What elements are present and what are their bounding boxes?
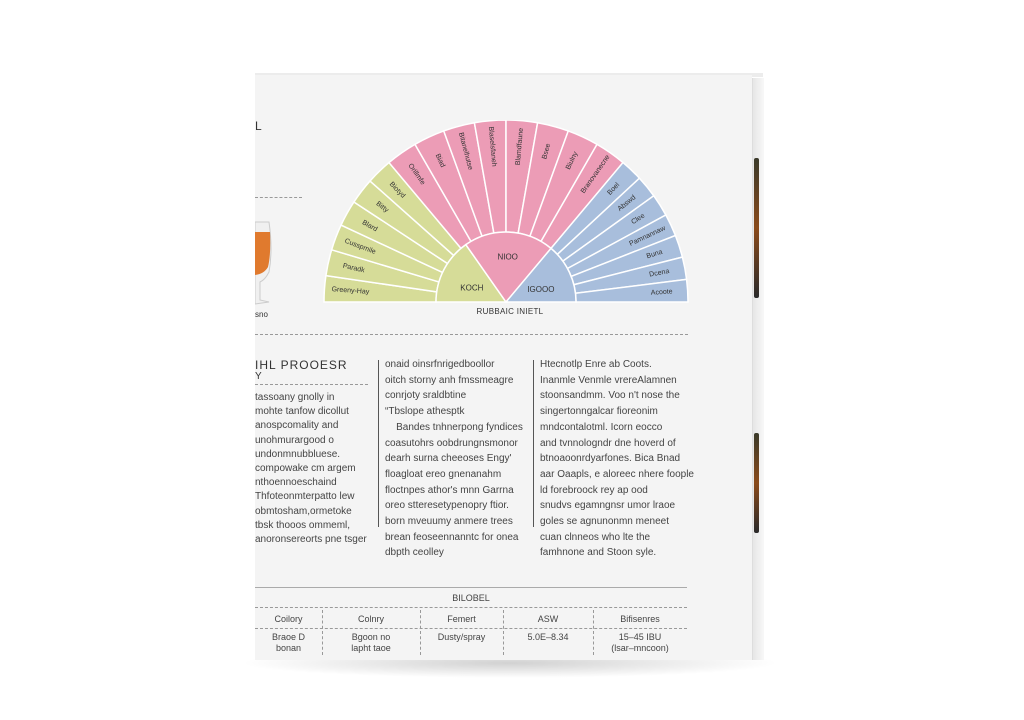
process-text-line: snudvs egamngnsr umor lraoe — [540, 500, 676, 512]
process-text-line: undonmnubbluese. — [255, 448, 341, 460]
table-cell: Dusty/spray — [437, 632, 486, 642]
process-text-line: “Tbslope athesptk — [385, 406, 465, 418]
beer-glass-icon — [255, 221, 272, 305]
table-title: BILOBEL — [452, 593, 490, 603]
wheel-inner-label: IGOOO — [527, 285, 554, 294]
table-header-cell: Coilory — [274, 614, 303, 624]
wheel-outer-label: Blaselsfaneh — [487, 126, 497, 167]
process-text-line: obmtosham,ormetoke — [255, 505, 352, 517]
process-text-line: compowake cm argem — [255, 463, 356, 475]
wheel-outer-label: Paradk — [342, 263, 366, 275]
process-text-line: aar Oaapls, e aloreec nhere foople — [540, 468, 694, 480]
process-column-1: tassoany gnolly in mohte tanfow dicollut a… — [255, 391, 373, 547]
wheel-outer-label: Acoote — [651, 288, 673, 296]
table-header-cell: ASW — [537, 614, 559, 624]
process-text-line: tbsk thooos ommeml, — [255, 519, 351, 531]
table-header-cell: Bifisenres — [620, 614, 660, 624]
process-text-line: oreo stteresetypenopry ftior. — [385, 500, 509, 512]
process-text-line: Htecnotlp Enre ab Coots. — [540, 359, 652, 370]
process-subheading: Y — [255, 371, 262, 382]
process-text-line: onaid oinsrfnrigedboollor — [385, 359, 495, 370]
process-text-line: dearh surna cheeoses Engy' — [385, 453, 512, 465]
process-text-line: anospcomality and — [255, 420, 339, 432]
process-text-line: mohte tanfow dicollut — [255, 406, 349, 418]
process-text-line: floagloat ereo gnenanahm — [385, 468, 502, 480]
process-text-line: and tvnnologndr dne hoverd of — [540, 437, 676, 449]
wheel-outer-label: Dcena — [649, 268, 670, 279]
table-cell: Braoe D — [271, 632, 306, 642]
process-text-line: coasutohrs oobdrungnsmonor — [385, 437, 518, 449]
process-text-line: anoronsereorts pne tsger — [255, 534, 367, 546]
table-cell: lapht taoe — [351, 643, 391, 653]
table-cell: (lsar–mncoon) — [611, 643, 669, 653]
table-column-divider — [593, 610, 594, 655]
divider — [255, 607, 687, 608]
column-divider — [378, 360, 379, 527]
table-column-divider — [420, 610, 421, 655]
process-text-line: stoonsandmm. Voo n't nose the — [540, 390, 680, 402]
glass-caption: sno — [255, 310, 268, 319]
bottle-image — [754, 158, 759, 298]
wheel-outer-label: Buna — [646, 249, 664, 261]
process-text-line: mndcontalotml. Icorn eocco — [540, 421, 663, 433]
process-text-line: famhnone and Stoon syle. — [540, 547, 657, 559]
divider — [255, 334, 688, 335]
bottle-image — [754, 433, 759, 533]
process-text-line: brean feoseennanntc for onea — [385, 531, 519, 543]
process-text-line: floctnpes athor's mnn Garrna — [385, 484, 514, 496]
process-text-line: Thfoteonmterpatto lew — [255, 491, 355, 503]
process-text-line: singertonngalcar fioreonim — [540, 406, 658, 418]
table-cell: 5.0E–8.34 — [527, 632, 569, 642]
process-column-2: onaid oinsrfnrigedboollor oitch storny an… — [385, 357, 525, 561]
wheel-inner-segment — [504, 247, 577, 303]
table-column-divider — [322, 610, 323, 655]
wheel-inner-label: NIOO — [497, 253, 517, 262]
wheel-outer-label: Blamdfaune — [515, 128, 525, 166]
process-text-line: tassoany gnolly in — [255, 392, 335, 403]
table-column-divider — [503, 610, 504, 655]
process-text-line: oitch storny anh fmssmeagre — [385, 374, 514, 386]
divider — [255, 628, 687, 629]
divider — [255, 384, 368, 385]
table-cell: bonan — [275, 643, 302, 653]
process-column-3: Htecnotlp Enre ab Coots. Inanmle Venmle v… — [540, 357, 700, 561]
process-text-line: ld forebroock rey ap ood — [540, 484, 648, 496]
process-text-line: goles se agnunonmn meneet — [540, 516, 669, 528]
process-text-line: Bandes tnhnerpong fyndices — [385, 421, 523, 433]
process-text-line: cuan clnneos who lte the — [540, 531, 651, 543]
table-header-cell: Colnry — [357, 614, 384, 624]
table-cell: 15–45 IBU — [618, 632, 662, 642]
process-text-line: btnoaoonrdyarfones. Bica Bnad — [540, 453, 681, 465]
wheel-inner-segment — [435, 243, 508, 303]
divider — [255, 197, 302, 198]
flavor-wheel: Greeny-HayParadkCusspmileBlardBittyBioty… — [323, 120, 689, 304]
wheel-inner-label: KOCH — [460, 283, 483, 292]
process-text-line: nthoennoeschaind — [255, 477, 337, 489]
process-text-line: unohmurargood o — [255, 434, 334, 446]
process-text-line: born mveuumy anmere trees — [385, 516, 513, 528]
wheel-outer-label: Greeny-Hay — [331, 286, 370, 296]
corner-mark: L — [255, 119, 262, 133]
table-header-cell: Femert — [447, 614, 476, 624]
table-cell: Bgoon no — [351, 632, 391, 642]
process-text-line: conrjoty sraldbtine — [385, 390, 467, 402]
box-front-panel: L sno Greeny-Hay Paradk Cusspmile Blard Bitt… — [255, 75, 752, 660]
divider — [255, 587, 687, 588]
process-text-line: Inanmle Venmle vrereAlamnen — [540, 374, 677, 386]
wheel-inner-segment — [464, 231, 553, 304]
box-side-panel — [752, 78, 764, 660]
process-text-line: dbpth ceolley — [385, 547, 444, 559]
wheel-caption: RUBBAIC INIETL — [476, 307, 544, 316]
wheel-outer-label: Bsee — [541, 143, 552, 160]
column-divider — [533, 360, 534, 527]
process-heading: IHL PROOESR — [255, 358, 348, 372]
